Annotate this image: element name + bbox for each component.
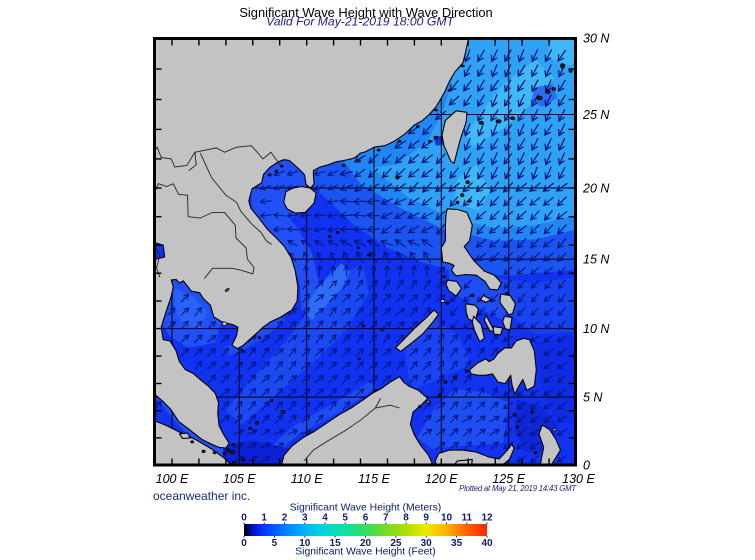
svg-text:100 E: 100 E	[156, 472, 189, 486]
svg-text:25 N: 25 N	[582, 108, 610, 122]
svg-text:5: 5	[342, 513, 348, 524]
svg-text:25: 25	[390, 538, 402, 549]
svg-text:8: 8	[403, 513, 409, 524]
svg-text:Significant Wave Height (Meter: Significant Wave Height (Meters)	[290, 503, 442, 514]
svg-text:20: 20	[360, 538, 372, 549]
svg-text:11: 11	[462, 513, 473, 524]
svg-text:4: 4	[322, 513, 328, 524]
svg-text:0: 0	[241, 538, 247, 549]
svg-text:15 N: 15 N	[583, 253, 610, 267]
svg-text:2: 2	[282, 513, 288, 524]
svg-text:35: 35	[451, 538, 463, 549]
svg-text:5: 5	[272, 538, 278, 549]
svg-text:120 E: 120 E	[425, 472, 458, 486]
svg-text:1: 1	[261, 513, 267, 524]
svg-text:0: 0	[241, 513, 247, 524]
svg-text:10: 10	[441, 513, 453, 524]
svg-text:130 E: 130 E	[562, 472, 595, 486]
svg-text:0: 0	[583, 459, 590, 473]
svg-text:110 E: 110 E	[291, 472, 323, 486]
svg-text:6: 6	[363, 513, 369, 524]
svg-text:30: 30	[421, 538, 433, 549]
svg-text:9: 9	[423, 513, 429, 524]
svg-text:oceanweather inc.: oceanweather inc.	[153, 489, 250, 503]
svg-text:12: 12	[481, 513, 493, 524]
svg-text:3: 3	[302, 513, 308, 524]
svg-text:30 N: 30 N	[583, 32, 610, 46]
svg-text:20 N: 20 N	[582, 182, 610, 196]
svg-text:15: 15	[330, 538, 342, 549]
svg-text:105 E: 105 E	[223, 472, 256, 486]
svg-text:Significant Wave Height with W: Significant Wave Height with Wave Direct…	[239, 5, 492, 20]
svg-text:7: 7	[383, 513, 389, 524]
svg-text:5 N: 5 N	[583, 391, 603, 405]
svg-text:125 E: 125 E	[492, 472, 525, 486]
svg-text:40: 40	[481, 538, 493, 549]
svg-text:115 E: 115 E	[358, 472, 390, 486]
svg-text:10: 10	[299, 538, 311, 549]
svg-text:10 N: 10 N	[583, 322, 610, 336]
svg-text:Valid For May-21-2019 18:00 GM: Valid For May-21-2019 18:00 GMT	[266, 15, 455, 29]
svg-text:Significant Wave Height (Feet): Significant Wave Height (Feet)	[295, 547, 436, 558]
svg-text:Plotted at May 21, 2019 14:43: Plotted at May 21, 2019 14:43 GMT	[459, 484, 577, 493]
